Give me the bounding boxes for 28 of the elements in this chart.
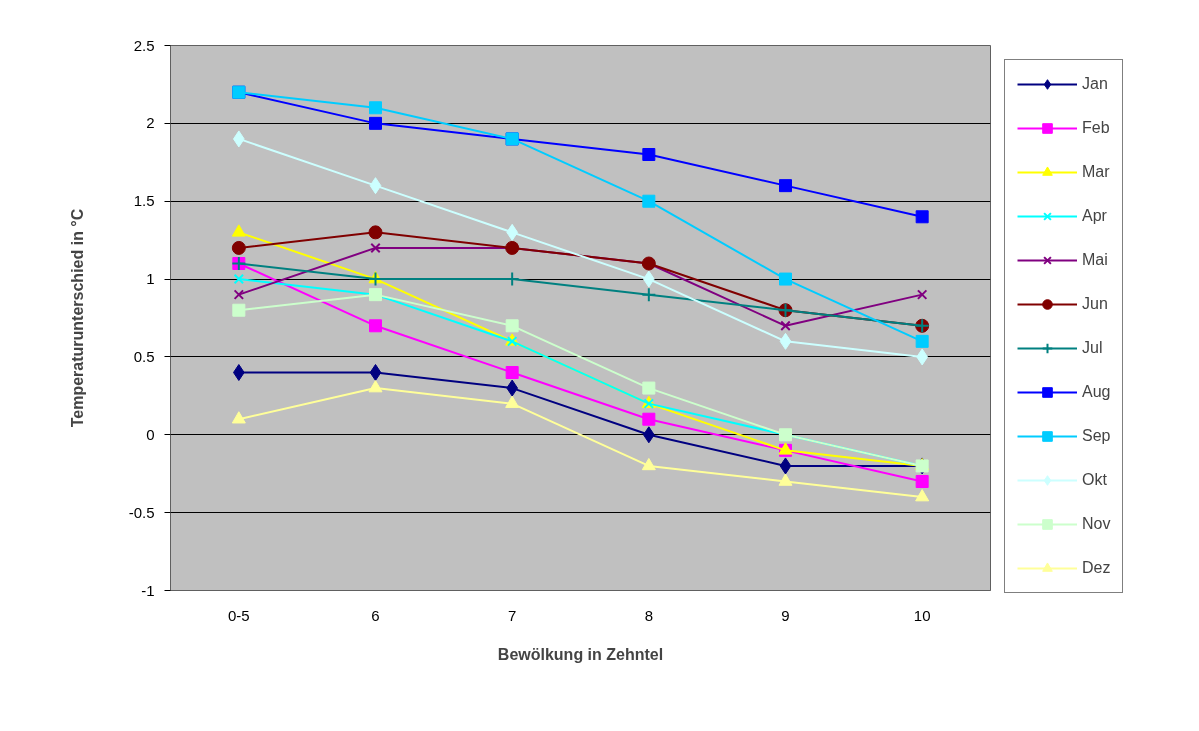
x-tick-label: 7 [508, 606, 517, 624]
y-tick-label: 2 [146, 114, 155, 132]
x-axis-title: Bewölkung in Zehntel [497, 645, 664, 663]
legend-label: Apr [1082, 206, 1107, 226]
x-tick-label: 0-5 [227, 606, 250, 624]
y-tick-label: -0.5 [128, 503, 155, 521]
legend-label: Feb [1082, 118, 1110, 138]
legend-label: Jan [1082, 74, 1108, 94]
y-tick-label: 1 [146, 270, 155, 288]
legend-label: Nov [1082, 514, 1111, 534]
x-tick-label: 10 [913, 606, 931, 624]
legend-label: Mai [1082, 250, 1108, 270]
y-tick-label: 0 [146, 425, 155, 443]
legend-label: Mar [1082, 162, 1110, 182]
legend-label: Aug [1082, 382, 1111, 402]
legend-label: Jun [1082, 294, 1108, 314]
x-tick-label: 9 [781, 606, 790, 624]
x-tick-label: 6 [371, 606, 380, 624]
x-tick-label: 8 [644, 606, 654, 624]
y-tick-label: -1 [141, 581, 155, 599]
y-tick-label: 0.5 [133, 347, 155, 365]
y-tick-label: 1.5 [133, 192, 155, 210]
legend-label: Okt [1082, 470, 1107, 490]
legend-label: Sep [1082, 426, 1111, 446]
legend-label: Dez [1082, 558, 1111, 578]
y-tick-label: 2.5 [133, 36, 155, 54]
legend-label: Jul [1082, 338, 1103, 358]
y-axis-title: Temperaturunterschied in °C [68, 208, 86, 428]
